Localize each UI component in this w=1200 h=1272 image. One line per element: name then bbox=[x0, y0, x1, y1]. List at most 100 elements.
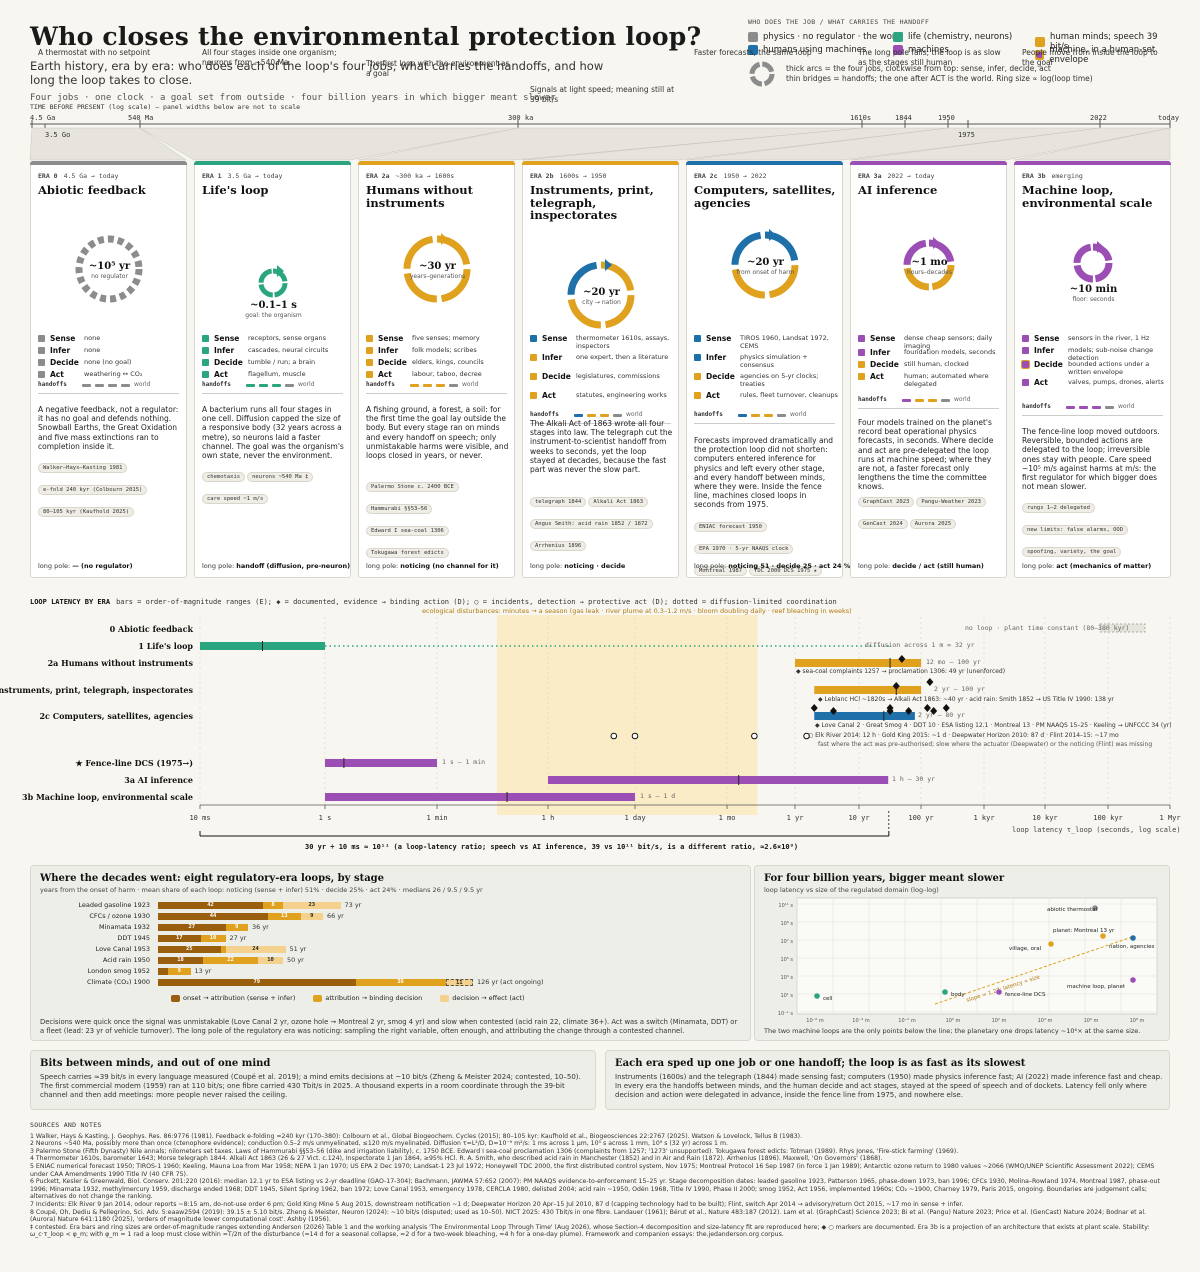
ring-value: ~0.1–1 s bbox=[250, 300, 297, 311]
reference-chips: ENIAC forecast 1950 EPA 1970 · 5-yr NAAQS… bbox=[694, 513, 840, 579]
reference-chip: Alkali Act 1863 bbox=[588, 497, 649, 507]
era-dates: emerging bbox=[1051, 172, 1083, 180]
stage-segment: 18 bbox=[158, 957, 203, 964]
y-tick-label: 10⁹ s bbox=[780, 921, 793, 927]
stage-row: Decide legislatures, commissions bbox=[530, 371, 676, 390]
era-card-instruments: ERA 2b 1600s → 1950 Instruments, print, t… bbox=[522, 85, 679, 578]
stage-swatch bbox=[202, 359, 209, 366]
ring-value: ~20 yr bbox=[747, 257, 784, 268]
stage-value: models; sub-noise change detection bbox=[1068, 346, 1154, 362]
era-code: ERA 3a bbox=[858, 172, 882, 180]
handoff-dash bbox=[751, 414, 760, 417]
documented-diamond bbox=[926, 678, 934, 686]
decade-row-label: DDT 1945 bbox=[117, 934, 150, 942]
stage-list: Sense dense cheap sensors; daily imaging I… bbox=[858, 333, 1004, 388]
ring-value: ~30 yr bbox=[419, 261, 456, 272]
stage-swatch bbox=[694, 373, 701, 380]
scale-panel: For four billion years, bigger meant slo… bbox=[754, 865, 1170, 1041]
incident-circle bbox=[610, 732, 618, 740]
stage-value: flagellum, muscle bbox=[248, 370, 306, 378]
reference-chip: rungs 1–2 delegated bbox=[1022, 503, 1095, 513]
decade-row-label: London smog 1952 bbox=[87, 967, 150, 975]
handoff-dash bbox=[423, 384, 432, 387]
loop-ring-icon bbox=[258, 265, 288, 298]
legend-swatch bbox=[748, 45, 758, 55]
stage-swatch bbox=[694, 354, 701, 361]
era-name: Machine loop, environmental scale bbox=[1022, 183, 1153, 210]
x-tick-label: 10 kyr bbox=[1032, 814, 1058, 822]
latency-bar bbox=[325, 759, 437, 767]
handoff-dash bbox=[272, 384, 281, 387]
reference-chip: Palermo Stone c. 2400 BCE bbox=[366, 482, 459, 492]
x-tick-label: 1 min bbox=[426, 814, 448, 822]
handoff-row: handoffs world bbox=[694, 411, 807, 418]
stage-segment: 24 bbox=[225, 946, 286, 953]
stage-name: Sense bbox=[706, 334, 732, 343]
reference-chips: rungs 1–2 delegated new limits: false ala… bbox=[1022, 494, 1168, 560]
stage-row: Sense TIROS 1960, Landsat 1972, CEMS bbox=[694, 333, 840, 352]
era-card-computers: ERA 2c 1950 → 2022 Computers, satellites,… bbox=[686, 48, 850, 579]
stage-value: none (no goal) bbox=[84, 358, 132, 366]
stage-row: Infer one expert, then a literature bbox=[530, 352, 676, 371]
stage-row: Infer folk models; scribes bbox=[366, 345, 512, 357]
scatter-label: planet: Montreal 13 yr bbox=[1053, 928, 1115, 934]
stage-value: foundation models, seconds bbox=[904, 348, 996, 356]
handoff-dash bbox=[764, 414, 773, 417]
latency-row-label: 3a AI inference bbox=[124, 775, 193, 785]
legend-swatch bbox=[893, 32, 903, 42]
decade-total: 36 yr bbox=[252, 923, 269, 931]
documented-diamond bbox=[886, 707, 894, 715]
stage-segment: 10 bbox=[258, 957, 283, 964]
scatter-label: nation, agencies bbox=[1109, 944, 1155, 950]
x-tick-label: 1 s bbox=[318, 814, 332, 822]
latency-note: ◆ Love Canal 2 · Great Smog 4 · DDT 10 ·… bbox=[815, 722, 1172, 729]
stage-segment bbox=[220, 946, 226, 953]
stage-value: weathering ↔ CO₂ bbox=[84, 370, 143, 378]
stage-name: Act bbox=[1034, 378, 1048, 387]
reference-chips: GraphCast 2023 Pangu-Weather 2023 GenCast … bbox=[858, 488, 1004, 532]
sources-heading: SOURCES AND NOTES bbox=[30, 1121, 102, 1129]
stage-row: Act rules, fleet turnover, cleanups bbox=[694, 390, 840, 404]
stage-row: Decide tumble / run; a brain bbox=[202, 357, 348, 369]
stage-name: Infer bbox=[378, 346, 399, 355]
stage-row: Sense thermometer 1610s, assays, inspecto… bbox=[530, 333, 676, 352]
x-tick-label: 1 mo bbox=[718, 814, 736, 822]
ratio-note: 30 yr ÷ 10 ms ≈ 10¹¹ (a loop-latency rat… bbox=[305, 843, 799, 851]
scale-subtitle: loop latency vs size of the regulated do… bbox=[764, 886, 939, 894]
x-tick-label: 10⁻⁴ m bbox=[852, 1018, 870, 1024]
reference-chip: TDC 2000 DCS 1975 ★ bbox=[749, 566, 822, 576]
stage-name: Decide bbox=[378, 358, 407, 367]
decade-total: 50 yr bbox=[287, 956, 304, 964]
stage-name: Infer bbox=[542, 353, 563, 362]
timeline-tick: 1975 bbox=[958, 131, 975, 139]
stage-segment: 27 bbox=[158, 924, 226, 931]
stage-value: valves, pumps, drones, alerts bbox=[1068, 378, 1164, 386]
sped-panel: Each era sped up one job or one handoff;… bbox=[605, 1050, 1170, 1110]
handoff-row: handoffs world bbox=[202, 381, 315, 388]
stage-swatch bbox=[530, 392, 537, 399]
legend-heading: WHO DOES THE JOB / WHAT CARRIES THE HAND… bbox=[748, 18, 930, 26]
decade-total: 27 yr bbox=[229, 934, 247, 942]
stage-segment: 9 bbox=[168, 968, 191, 975]
reference-chip: spoofing, variety, the goal bbox=[1022, 547, 1122, 557]
stage-row: Act valves, pumps, drones, alerts bbox=[1022, 377, 1168, 389]
scatter-label: village, oral bbox=[1009, 946, 1042, 952]
scale-title: For four billion years, bigger meant slo… bbox=[764, 873, 1005, 884]
stage-swatch bbox=[202, 335, 209, 342]
latency-range-label: 2 yr – 100 yr bbox=[934, 685, 985, 693]
latency-range-label: diffusion across 1 m = 32 yr bbox=[865, 641, 975, 649]
source-item: 8 Coupé, Oh, Dediu & Pellegrino, Sci. Ad… bbox=[30, 1208, 1147, 1224]
decades-panel: Where the decades went: eight regulatory… bbox=[30, 865, 751, 1041]
stage-row: Sense receptors, sense organs bbox=[202, 333, 348, 345]
stage-segment: 25 bbox=[158, 946, 221, 953]
stage-swatch bbox=[1021, 360, 1030, 369]
decade-row-label: CFCs / ozone 1930 bbox=[89, 912, 150, 920]
stage-segment: 13 bbox=[268, 913, 301, 920]
stage-name: Act bbox=[214, 370, 228, 379]
handoff-row: handoffs world bbox=[530, 411, 643, 418]
stage-segment: 22 bbox=[203, 957, 258, 964]
loop-ring-icon bbox=[1073, 241, 1113, 283]
stage-value: statutes, engineering works bbox=[576, 391, 667, 399]
decade-total: 126 yr (act ongoing) bbox=[477, 978, 544, 986]
handoff-dash bbox=[902, 399, 911, 402]
